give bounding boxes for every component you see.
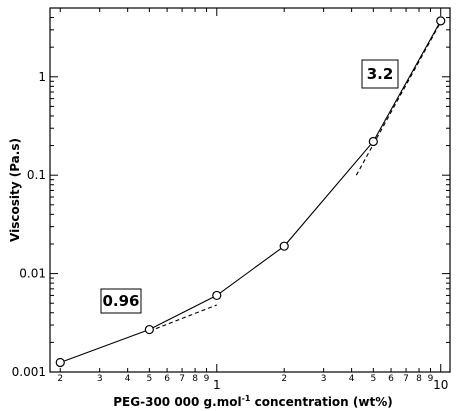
y-tick-label: 0.1 (27, 168, 46, 182)
x-axis-title-main: PEG-300 000 g.mol (113, 395, 241, 409)
y-tick-label: 0.001 (12, 365, 46, 379)
x-minor-tick-label: 5 (370, 374, 376, 384)
x-tick-label: 1 (213, 378, 221, 392)
data-point (55, 357, 65, 368)
x-axis-title: PEG-300 000 g.mol-1 concentration (wt%) (113, 394, 392, 409)
x-minor-tick-label: 8 (192, 374, 198, 384)
y-tick-label: 0.01 (19, 267, 46, 281)
x-minor-tick-label: 2 (281, 374, 287, 384)
x-minor-tick-label: 7 (179, 374, 185, 384)
x-minor-tick-label: 9 (428, 374, 434, 384)
data-point (144, 324, 154, 335)
x-minor-tick-label: 6 (164, 374, 170, 384)
slope-label: 3.2 (367, 65, 394, 83)
x-minor-tick-label: 8 (416, 374, 422, 384)
data-point (212, 290, 222, 301)
slope-box (100, 288, 142, 314)
x-minor-tick-label: 7 (403, 374, 409, 384)
data-point (436, 16, 446, 26)
fit-line (355, 21, 442, 176)
x-minor-tick-label: 6 (388, 374, 394, 384)
x-minor-tick-label: 2 (57, 374, 63, 384)
x-axis-title-tail: concentration (wt%) (250, 395, 392, 409)
x-minor-tick-label: 3 (321, 374, 327, 384)
x-tick-label: 10 (433, 378, 448, 392)
x-minor-tick-label: 4 (125, 374, 131, 384)
fit-line (149, 304, 217, 332)
series-layer (55, 16, 446, 368)
x-minor-tick-label: 5 (146, 374, 152, 384)
x-axis-title-sup: -1 (242, 394, 251, 403)
y-axis-title: Viscosity (Pa.s) (8, 138, 22, 242)
annotations-layer: 0.96 3.2 (100, 59, 399, 314)
y-tick-label: 1 (38, 70, 46, 84)
series-line (60, 20, 442, 363)
slope-box (361, 59, 399, 89)
x-minor-tick-label: 4 (349, 374, 355, 384)
fit-lines-layer (149, 21, 442, 332)
slope-label: 0.96 (102, 292, 139, 310)
x-minor-tick-label: 3 (97, 374, 103, 384)
data-point (368, 136, 378, 147)
x-minor-tick-label: 9 (204, 374, 210, 384)
data-point (279, 241, 289, 251)
